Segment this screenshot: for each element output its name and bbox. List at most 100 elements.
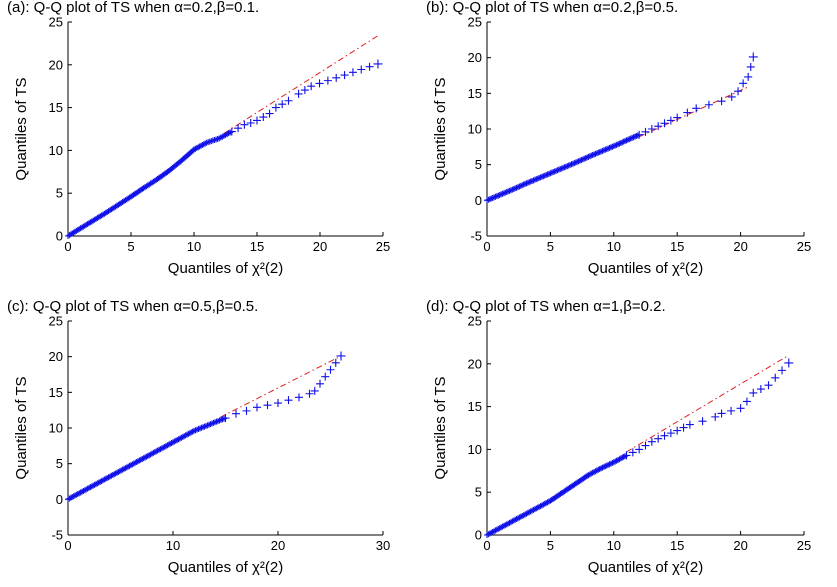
- x-tick-label-b: 0: [483, 239, 490, 254]
- qq-marker-b: [605, 145, 612, 152]
- qq-marker-b: [523, 180, 530, 187]
- qq-marker-b: [739, 79, 748, 88]
- qq-marker-b: [522, 180, 529, 187]
- qq-marker-d: [622, 453, 629, 460]
- qq-marker-b: [630, 134, 637, 141]
- x-tick-label-b: 15: [670, 239, 684, 254]
- qq-marker-b: [550, 169, 557, 176]
- y-tick-label-b: 0: [475, 193, 482, 208]
- chart-title-b: (b): Q-Q plot of TS when α=0.2,β=0.5.: [426, 0, 678, 16]
- y-axis-label-d: Quantiles of TS: [432, 376, 449, 479]
- qq-marker-b: [561, 164, 568, 171]
- qq-marker-a: [365, 62, 374, 71]
- qq-marker-d: [605, 461, 612, 468]
- qq-marker-b: [513, 184, 520, 191]
- qq-marker-b: [592, 150, 599, 157]
- x-tick-label-b: 10: [607, 239, 621, 254]
- qq-marker-b: [616, 140, 623, 147]
- x-tick-label-c: 20: [271, 538, 285, 553]
- qq-marker-d: [778, 366, 787, 375]
- y-tick-label-c: 15: [49, 385, 63, 400]
- qq-marker-d: [603, 462, 610, 469]
- qq-marker-c: [331, 358, 340, 367]
- qq-marker-b: [538, 173, 545, 180]
- qq-marker-c: [305, 389, 314, 398]
- y-tick-label-c: 20: [49, 349, 63, 364]
- qq-marker-b: [692, 104, 701, 113]
- y-tick-label-a: 0: [56, 229, 63, 244]
- x-tick-label-a: 15: [250, 239, 264, 254]
- qq-marker-b: [607, 144, 614, 151]
- qq-marker-b: [519, 182, 526, 189]
- x-tick-label-b: 20: [733, 239, 747, 254]
- chart-title-c: (c): Q-Q plot of TS when α=0.5,β=0.5.: [7, 298, 258, 315]
- qq-marker-b: [534, 175, 541, 182]
- y-tick-label-b: 5: [475, 157, 482, 172]
- qq-marker-b: [509, 186, 516, 193]
- qq-marker-d: [598, 465, 605, 472]
- qq-marker-b: [588, 152, 595, 159]
- x-tick-label-a: 25: [376, 239, 390, 254]
- qq-marker-d: [647, 437, 656, 446]
- qq-marker-b: [612, 142, 619, 149]
- qq-marker-b: [571, 160, 578, 167]
- qq-marker-b: [629, 134, 636, 141]
- qq-marker-d: [628, 448, 637, 457]
- qq-marker-b: [581, 155, 588, 162]
- y-tick-label-b: 25: [468, 15, 482, 30]
- qq-marker-b: [517, 182, 524, 189]
- qq-marker-d: [679, 423, 688, 432]
- qq-marker-a: [246, 119, 255, 128]
- qq-marker-b: [622, 138, 629, 145]
- qq-marker-c: [326, 365, 335, 374]
- qq-marker-d: [749, 388, 758, 397]
- qq-marker-b: [727, 92, 736, 101]
- reference-line-d: [626, 354, 790, 453]
- qq-marker-b: [565, 162, 572, 169]
- qq-marker-b: [488, 195, 495, 202]
- qq-marker-b: [593, 150, 600, 157]
- qq-marker-d: [673, 426, 682, 435]
- qq-marker-b: [660, 119, 669, 128]
- y-tick-label-c: -5: [51, 528, 63, 543]
- qq-marker-b: [598, 148, 605, 155]
- qq-marker-b: [717, 97, 726, 106]
- qq-marker-b: [596, 149, 603, 156]
- qq-marker-c: [321, 372, 330, 381]
- qq-marker-b: [558, 165, 565, 172]
- qq-marker-b: [510, 185, 517, 192]
- qq-marker-d: [635, 445, 644, 454]
- qq-marker-d: [727, 406, 736, 415]
- qq-marker-b: [624, 136, 631, 143]
- qq-marker-b: [541, 172, 548, 179]
- x-tick-label-b: 5: [547, 239, 554, 254]
- x-axis-label-a: Quantiles of χ²(2): [168, 260, 283, 277]
- qq-marker-d: [609, 459, 616, 466]
- qq-marker-d: [622, 451, 631, 460]
- qq-marker-b: [527, 178, 534, 185]
- reference-line-c: [220, 355, 342, 418]
- qq-marker-b: [623, 137, 630, 144]
- qq-points-c: [65, 351, 346, 503]
- qq-marker-b: [524, 179, 531, 186]
- qq-marker-b: [627, 135, 634, 142]
- qq-marker-a: [332, 73, 341, 82]
- qq-marker-b: [647, 125, 656, 133]
- qq-marker-b: [495, 192, 502, 199]
- qq-marker-a: [340, 71, 349, 80]
- qq-marker-b: [609, 143, 616, 150]
- qq-marker-b: [526, 179, 533, 186]
- qq-marker-a: [284, 96, 293, 105]
- qq-marker-b: [603, 146, 610, 153]
- qq-marker-b: [578, 156, 585, 163]
- qq-marker-b: [567, 161, 574, 168]
- qq-marker-b: [486, 196, 493, 203]
- qq-points-d: [484, 358, 794, 538]
- y-tick-label-d: 0: [475, 528, 482, 543]
- x-tick-label-d: 10: [607, 538, 621, 553]
- y-tick-label-a: 10: [49, 143, 63, 158]
- qq-marker-b: [551, 168, 558, 175]
